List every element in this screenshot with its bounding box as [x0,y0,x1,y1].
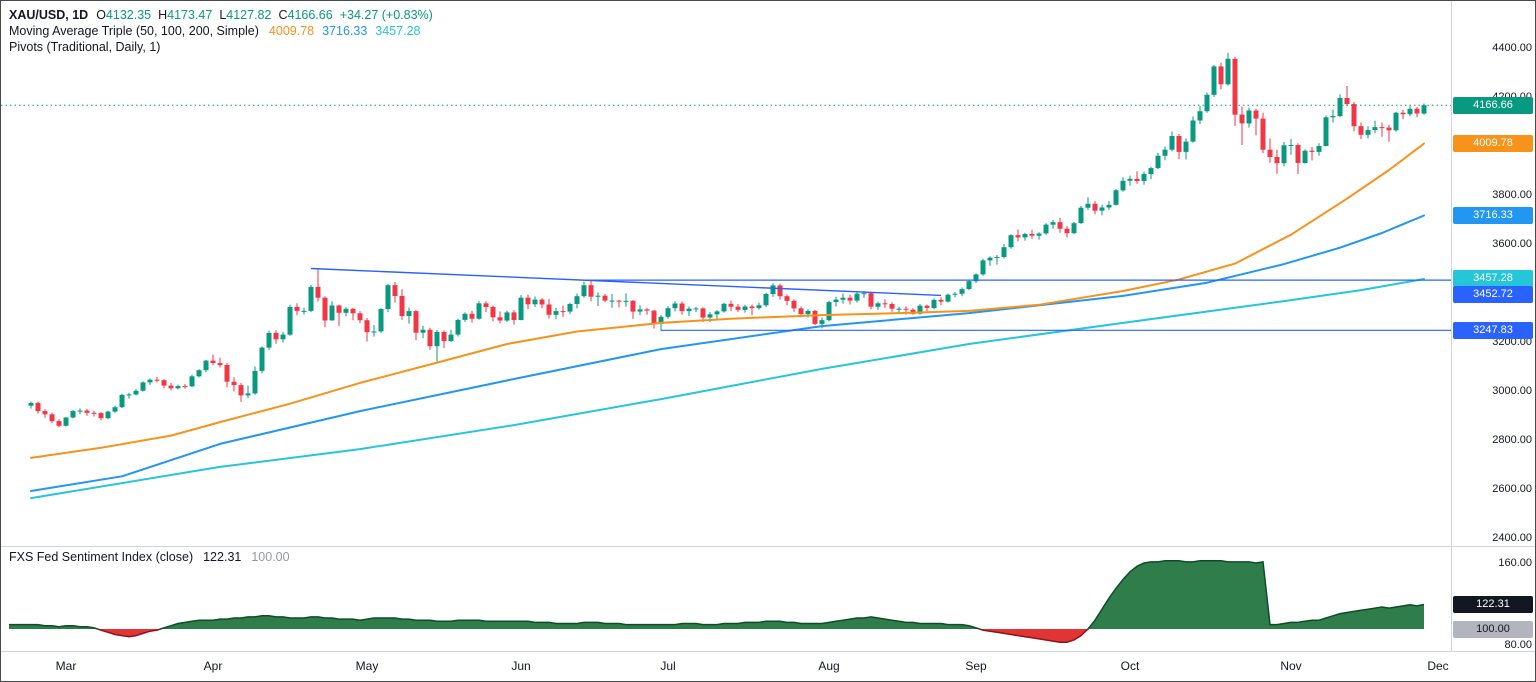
ma-legend-row[interactable]: Moving Average Triple (50, 100, 200, Sim… [9,23,433,39]
price-tick-label: 2800.00 [1492,434,1532,446]
time-label-jun: Jun [511,659,531,673]
indicator-tick-label: 160.00 [1498,557,1532,569]
ma-indicator-title: Moving Average Triple (50, 100, 200, Sim… [9,24,259,38]
price-change: +34.27 (+0.83%) [339,8,433,22]
sentiment-area-negative[interactable] [9,561,1424,643]
pivot-price-badge: 3247.83 [1453,321,1533,339]
sentiment-baseline-badge: 100.00 [1453,620,1533,638]
ma200-value: 3457.28 [375,24,421,38]
symbol-legend-row[interactable]: XAU/USD, 1D O4132.35 H4173.47 L4127.82 C… [9,7,433,23]
ohlc-open: O4132.35 [96,8,152,22]
time-label-oct: Oct [1120,659,1140,673]
chart-legend: XAU/USD, 1D O4132.35 H4173.47 L4127.82 C… [9,7,433,55]
time-label-dec: Dec [1427,659,1449,673]
sentiment-value-badge: 122.31 [1453,595,1533,613]
time-label-may: May [355,659,379,673]
time-label-jul: Jul [660,659,676,673]
price-tick-label: 4400.00 [1492,42,1532,54]
price-tick-label: 3800.00 [1492,189,1532,201]
pivots-legend-row[interactable]: Pivots (Traditional, Daily, 1) [9,39,433,55]
ma100-value: 3716.33 [322,24,368,38]
sentiment-value: 122.31 [203,550,242,564]
time-label-nov: Nov [1280,659,1302,673]
price-axis[interactable]: 4400.004200.004000.003800.003600.003400.… [1451,1,1535,651]
ohlc-high: H4173.47 [158,8,213,22]
price-tick-label: 2400.00 [1492,532,1532,544]
price-tick-label: 3000.00 [1492,385,1532,397]
ma50-price-badge: 4009.78 [1453,135,1533,153]
time-label-apr: Apr [203,659,223,673]
time-axis[interactable]: Mar Apr May Jun Jul Aug Sep Oct Nov Dec [1,652,1535,681]
candles-layer[interactable] [28,52,1427,428]
last-price-badge: 4166.66 [1453,96,1533,114]
sentiment-legend-row[interactable]: FXS Fed Sentiment Index (close) 122.31 100… [9,550,290,564]
symbol-title: XAU/USD, 1D [9,8,89,22]
ohlc-low: L4127.82 [219,8,272,22]
ma100-line[interactable] [30,214,1425,492]
ma100-price-badge: 3716.33 [1453,206,1533,224]
sentiment-line [9,560,1425,629]
price-tick-label: 3200.00 [1492,336,1532,348]
sentiment-baseline: 100.00 [251,550,290,564]
trendline[interactable] [310,267,942,297]
price-tick-label: 2600.00 [1492,483,1532,495]
sentiment-area-positive[interactable] [9,560,1424,642]
ma200-price-badge: 3457.28 [1453,270,1533,288]
ohlc-close: C4166.66 [278,8,333,22]
time-label-aug: Aug [818,659,840,673]
time-label-mar: Mar [55,659,77,673]
ma50-value: 4009.78 [268,24,315,38]
pivot-price-badge: 3452.72 [1453,286,1533,304]
ma50-line[interactable] [30,142,1425,459]
ma200-line[interactable] [30,278,1425,500]
sentiment-indicator-title: FXS Fed Sentiment Index (close) [9,550,194,564]
price-tick-label: 3600.00 [1492,238,1532,250]
pivots-indicator-title: Pivots (Traditional, Daily, 1) [9,40,161,54]
time-label-sep: Sep [965,659,987,673]
indicator-tick-label: 80.00 [1504,639,1532,651]
